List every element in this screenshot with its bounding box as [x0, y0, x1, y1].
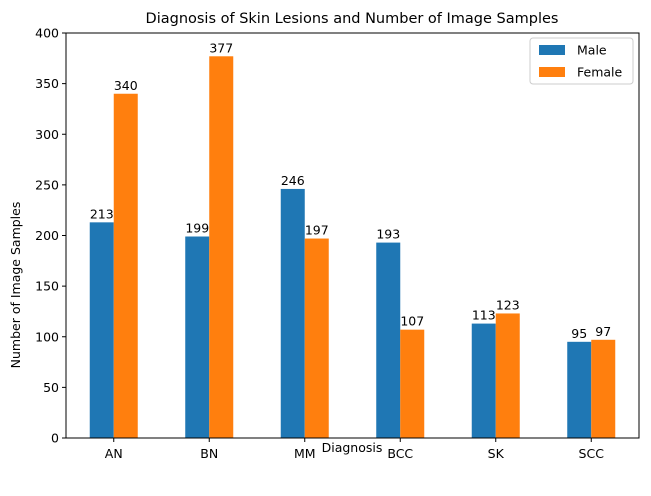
data-label-female-sk: 123	[496, 297, 520, 312]
data-label-female-scc: 97	[595, 324, 611, 339]
x-tick-label-mm: MM	[294, 446, 316, 461]
x-axis-label: Diagnosis	[322, 440, 383, 455]
y-tick-label-0: 0	[51, 431, 59, 446]
data-label-male-scc: 95	[571, 326, 587, 341]
legend: Male Female	[529, 37, 634, 85]
data-label-female-mm: 197	[305, 223, 329, 238]
legend-swatch-male	[539, 45, 565, 55]
y-tick-label-100: 100	[35, 329, 59, 344]
bar-male-an	[89, 222, 114, 438]
bar-female-bn	[209, 56, 234, 438]
data-label-female-bcc: 107	[400, 314, 424, 329]
y-tick-label-300: 300	[35, 127, 59, 142]
x-tick-label-an: AN	[105, 446, 123, 461]
legend-label-female: Female	[577, 65, 623, 80]
legend-swatch-female	[539, 67, 565, 77]
x-tick-label-scc: SCC	[579, 446, 605, 461]
data-label-male-bcc: 193	[376, 227, 400, 242]
bar-female-scc	[591, 339, 616, 438]
bar-male-sk	[471, 323, 496, 438]
bar-female-bcc	[400, 329, 425, 438]
chart-title: Diagnosis of Skin Lesions and Number of …	[146, 11, 559, 27]
y-tick-label-250: 250	[35, 177, 59, 192]
y-tick-label-400: 400	[35, 26, 59, 41]
plot-frame	[65, 32, 640, 439]
y-tick-label-50: 50	[43, 380, 59, 395]
y-tick-label-350: 350	[35, 76, 59, 91]
bar-male-mm	[280, 188, 305, 438]
bar-female-an	[113, 93, 138, 438]
bar-male-scc	[567, 341, 592, 438]
plot-area: 213 199 246 193 113 95 340 377 197 107 123 97 AN BN MM…	[35, 26, 640, 461]
bar-female-sk	[495, 313, 520, 438]
data-label-male-mm: 246	[281, 173, 305, 188]
x-tick-label-bn: BN	[200, 446, 218, 461]
data-label-male-sk: 113	[472, 308, 496, 323]
data-label-female-an: 340	[114, 78, 138, 93]
data-label-male-bn: 199	[185, 221, 209, 236]
bar-male-bcc	[376, 242, 401, 438]
bar-female-mm	[304, 238, 329, 438]
y-tick-label-150: 150	[35, 279, 59, 294]
data-label-male-an: 213	[90, 206, 114, 221]
legend-label-male: Male	[577, 43, 607, 58]
bar-male-bn	[185, 236, 210, 438]
x-tick-label-bcc: BCC	[387, 446, 413, 461]
y-axis-label: Number of Image Samples	[8, 202, 23, 369]
y-tick-label-200: 200	[35, 228, 59, 243]
x-tick-label-sk: SK	[488, 446, 505, 461]
data-label-female-bn: 377	[209, 40, 233, 55]
